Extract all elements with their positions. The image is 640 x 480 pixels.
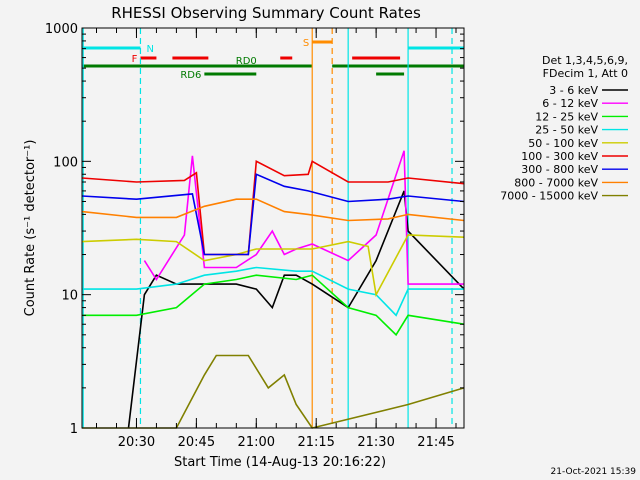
x-axis-label: Start Time (14-Aug-13 20:16:22) (174, 455, 386, 470)
legend-header-line-1: Det 1,3,4,5,6,9, (542, 54, 628, 67)
x-tick-label: 21:15 (297, 435, 334, 450)
flags-layer: NF S RD0 RD6 (82, 38, 464, 81)
y-tick-label: 1 (70, 422, 78, 437)
x-tick-label: 20:30 (118, 435, 155, 450)
x-tick-label: 20:45 (178, 435, 215, 450)
timestamp: 21-Oct-2021 15:39 (551, 467, 637, 477)
plot-area (82, 28, 464, 428)
flag-label-rd6: RD6 (180, 70, 201, 81)
series-line (81, 160, 465, 256)
flag-label-f: F (132, 54, 138, 65)
y-axis: 1 10 100 1000 (45, 22, 464, 437)
legend-entry-label: 6 - 12 keV (542, 97, 598, 110)
y-tick-label: 1000 (45, 22, 78, 37)
legend-entry-label: 25 - 50 keV (535, 124, 598, 137)
series-line (143, 150, 464, 285)
flag-label-s: S (303, 38, 309, 49)
y-axis-label: Count Rate (s⁻¹ detector⁻¹) (23, 140, 38, 317)
legend-entry-label: 800 - 7000 keV (514, 176, 598, 189)
markers-layer (82, 28, 453, 428)
legend-entry-label: 100 - 300 keV (521, 150, 598, 163)
series-line (82, 266, 464, 317)
x-tick-label: 21:30 (357, 435, 394, 450)
legend-entry-label: 3 - 6 keV (549, 84, 598, 97)
x-tick-label: 21:45 (417, 435, 454, 450)
y-tick-label: 10 (61, 289, 78, 304)
series-line (81, 234, 465, 298)
x-tick-label: 21:00 (238, 435, 275, 450)
legend: Det 1,3,4,5,6,9, FDecim 1, Att 0 3 - 6 k… (500, 54, 628, 203)
legend-entry-label: 12 - 25 keV (535, 110, 598, 123)
plot-frame (81, 27, 465, 429)
flag-label-n: N (146, 44, 153, 55)
legend-entry-label: 50 - 100 keV (528, 137, 598, 150)
chart-title: RHESSI Observing Summary Count Rates (111, 4, 421, 22)
legend-entry-label: 300 - 800 keV (521, 163, 598, 176)
legend-header-line-2: FDecim 1, Att 0 (543, 67, 628, 80)
legend-entry-label: 7000 - 15000 keV (500, 190, 598, 203)
series-line (82, 354, 465, 429)
y-tick-label: 100 (53, 155, 78, 170)
series-layer (81, 150, 465, 429)
series-line (81, 198, 465, 222)
series-line (82, 274, 465, 337)
x-axis: 20:30 20:45 21:00 21:15 21:30 21:45 (96, 28, 457, 450)
flag-label-rd0: RD0 (236, 56, 257, 67)
series-line (81, 173, 465, 256)
series-line (127, 190, 465, 429)
